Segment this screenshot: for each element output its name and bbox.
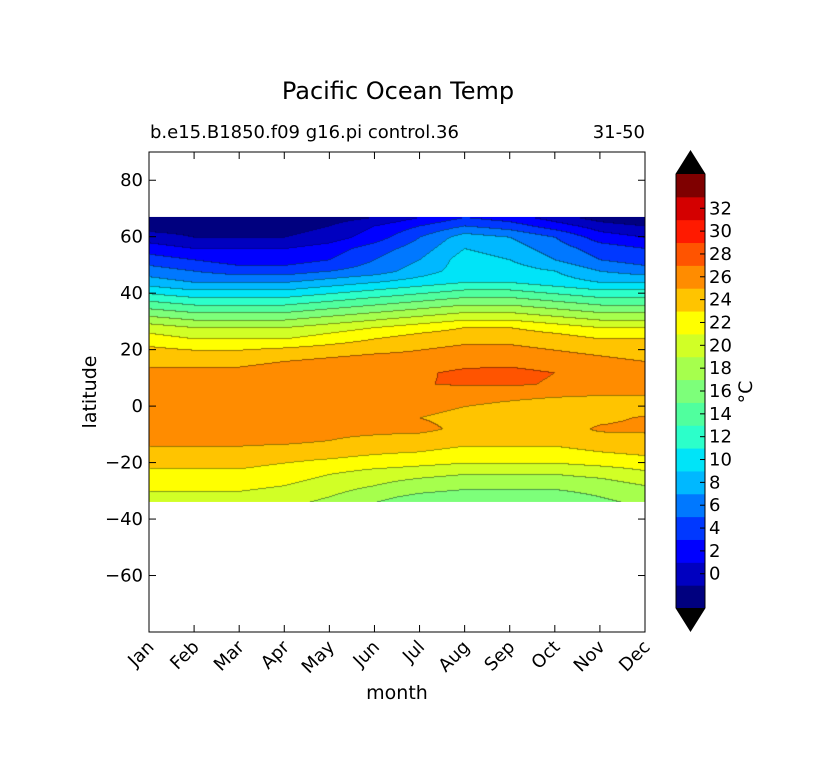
colorbar-segment	[676, 425, 705, 449]
colorbar-outline	[675, 150, 706, 632]
x-tick-label: Dec	[615, 637, 654, 676]
chart-subtitle-left: b.e15.B1850.f09 g16.pi control.36	[150, 122, 459, 143]
x-tick-label: Sep	[480, 637, 519, 676]
colorbar-segment	[676, 562, 705, 586]
x-tick-label: Oct	[527, 637, 564, 674]
chart-subtitle-right: 31-50	[593, 122, 645, 143]
colorbar-segment	[676, 402, 705, 426]
colorbar-tick-label: 4	[709, 518, 720, 539]
colorbar-tick-label: 26	[709, 267, 732, 288]
colorbar-segment	[676, 356, 705, 381]
colorbar-tick-label: 8	[709, 472, 720, 493]
plot-frame	[148, 151, 646, 633]
y-tick-label: 20	[120, 340, 143, 361]
y-tick-label: 0	[132, 396, 143, 417]
colorbar-segment	[676, 174, 705, 198]
colorbar-tick-label: 20	[709, 335, 732, 356]
colorbar-tick-label: 14	[709, 404, 732, 425]
colorbar-segment	[676, 265, 705, 289]
x-tick-label: Jul	[398, 637, 429, 668]
colorbar-tick-label: 24	[709, 290, 732, 311]
y-axis: 80 60 40 20 0 −20 −40 −60	[105, 170, 645, 587]
contour-field	[149, 216, 645, 502]
colorbar-segment	[676, 333, 705, 358]
colorbar-tick-label: 2	[709, 541, 720, 562]
colorbar-tick-label: 6	[709, 495, 720, 516]
colorbar-segment	[676, 585, 705, 609]
y-tick-label: −20	[105, 453, 143, 474]
x-tick-label: May	[298, 636, 339, 677]
y-axis-label: latitude	[79, 356, 101, 429]
colorbar-tick-label: 12	[709, 427, 732, 448]
colorbar-segment	[676, 539, 705, 563]
colorbar-tick-label: 10	[709, 450, 732, 471]
colorbar-under-arrow	[676, 608, 705, 631]
plot-area	[148, 151, 646, 633]
x-axis-label: month	[366, 682, 428, 704]
colorbar-segment	[676, 288, 705, 312]
chart-title: Pacific Ocean Temp	[282, 77, 514, 105]
colorbar-segment	[676, 196, 705, 221]
x-tick-label: Apr	[257, 636, 294, 673]
colorbar-tick-label: 32	[709, 198, 732, 219]
x-tick-label: Nov	[570, 636, 610, 676]
colorbar-tick-label: 22	[709, 312, 732, 333]
x-tick-label: Feb	[166, 637, 203, 674]
colorbar-segment	[676, 516, 705, 540]
x-tick-label: Mar	[210, 636, 249, 675]
colorbar-over-arrow	[676, 151, 705, 174]
colorbar-tick-label: 0	[709, 564, 720, 585]
y-tick-label: 80	[120, 170, 143, 191]
colorbar-tick-label: 30	[709, 221, 732, 242]
y-tick-label: −40	[105, 509, 143, 530]
colorbar-tick-label: 28	[709, 244, 732, 265]
y-tick-label: 60	[120, 227, 143, 248]
colorbar-segment	[676, 493, 705, 518]
x-tick-label: Aug	[434, 637, 474, 677]
colorbar-segment	[676, 379, 705, 403]
y-tick-label: 40	[120, 283, 143, 304]
colorbar-segment	[676, 448, 705, 472]
colorbar-label: °C	[735, 381, 757, 404]
colorbar-tick-label: 18	[709, 358, 732, 379]
x-tick-label: Jan	[123, 637, 158, 672]
colorbar-segment	[676, 470, 705, 495]
y-tick-label: −60	[105, 566, 143, 587]
colorbar-segment	[676, 242, 705, 266]
colorbar-segment	[676, 311, 705, 335]
x-tick-label: Jun	[349, 637, 384, 672]
colorbar-segment	[676, 219, 705, 244]
colorbar-tick-label: 16	[709, 381, 732, 402]
